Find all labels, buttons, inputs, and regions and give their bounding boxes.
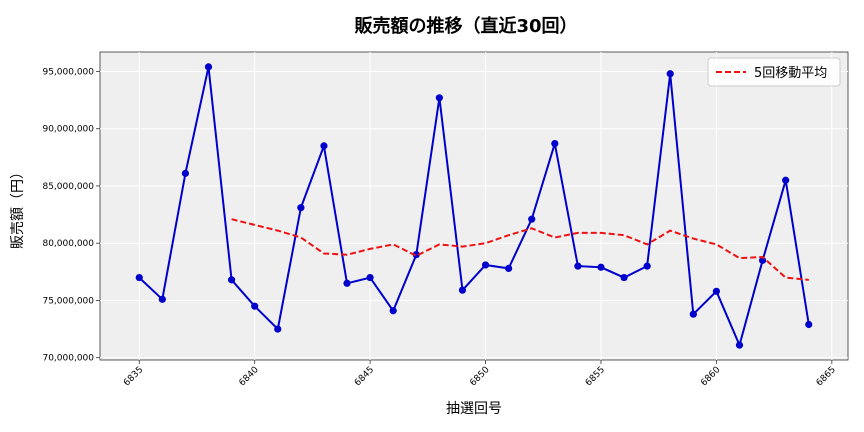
x-tick-label: 6865: [815, 365, 838, 388]
x-tick-label: 6840: [238, 365, 261, 388]
data-point: [620, 273, 628, 282]
legend: 5回移動平均: [707, 57, 841, 87]
y-axis: 70,000,000 75,000,000 80,000,000 85,000,000…: [42, 67, 100, 364]
y-tick-label: 80,000,000: [42, 239, 94, 249]
data-point: [135, 273, 143, 282]
data-point: [481, 261, 490, 269]
x-tick-label: 6855: [584, 365, 607, 388]
data-point: [412, 251, 420, 259]
data-point: [204, 63, 213, 71]
legend-label-moving-average: 5回移動平均: [754, 66, 827, 81]
data-point: [389, 307, 397, 315]
data-point: [158, 295, 166, 303]
chart-title: 販売額の推移（直近30回）: [354, 15, 577, 37]
data-point: [666, 70, 674, 78]
data-point: [551, 139, 559, 148]
data-point: [227, 276, 236, 284]
legend-box: [707, 57, 841, 87]
y-tick-label: 85,000,000: [42, 182, 94, 192]
data-point: [181, 169, 190, 177]
data-point: [805, 320, 813, 329]
data-point: [712, 287, 721, 295]
x-tick-label: 6860: [699, 365, 722, 388]
data-point: [458, 286, 467, 294]
data-point: [274, 325, 282, 333]
y-tick-label: 90,000,000: [42, 125, 94, 135]
data-point: [505, 264, 513, 273]
data-point: [574, 262, 582, 270]
x-tick-label: 6835: [122, 365, 145, 388]
data-point: [366, 273, 374, 282]
data-point: [643, 262, 651, 270]
y-tick-label: 95,000,000: [42, 67, 94, 77]
data-point: [597, 263, 605, 271]
data-point: [735, 341, 744, 349]
series-layer: [135, 63, 813, 349]
data-point: [689, 310, 697, 318]
data-point: [782, 176, 790, 184]
x-tick-label: 6845: [353, 365, 376, 388]
y-axis-label: 販売額（円）: [10, 165, 26, 249]
series-line-sales: [138, 66, 810, 349]
data-point: [528, 215, 536, 223]
data-point: [251, 302, 259, 310]
x-axis-label: 抽選回号: [446, 401, 502, 417]
x-axis: 6835 6840 6845 6850 6855 6860 6865: [122, 360, 838, 388]
x-tick-label: 6850: [468, 365, 491, 388]
data-point: [435, 94, 443, 102]
data-point: [297, 204, 305, 212]
data-point: [320, 142, 328, 150]
data-point: [343, 279, 351, 287]
y-tick-label: 75,000,000: [42, 296, 94, 306]
y-tick-label: 70,000,000: [42, 354, 94, 364]
series-line-moving-average: [231, 218, 809, 281]
